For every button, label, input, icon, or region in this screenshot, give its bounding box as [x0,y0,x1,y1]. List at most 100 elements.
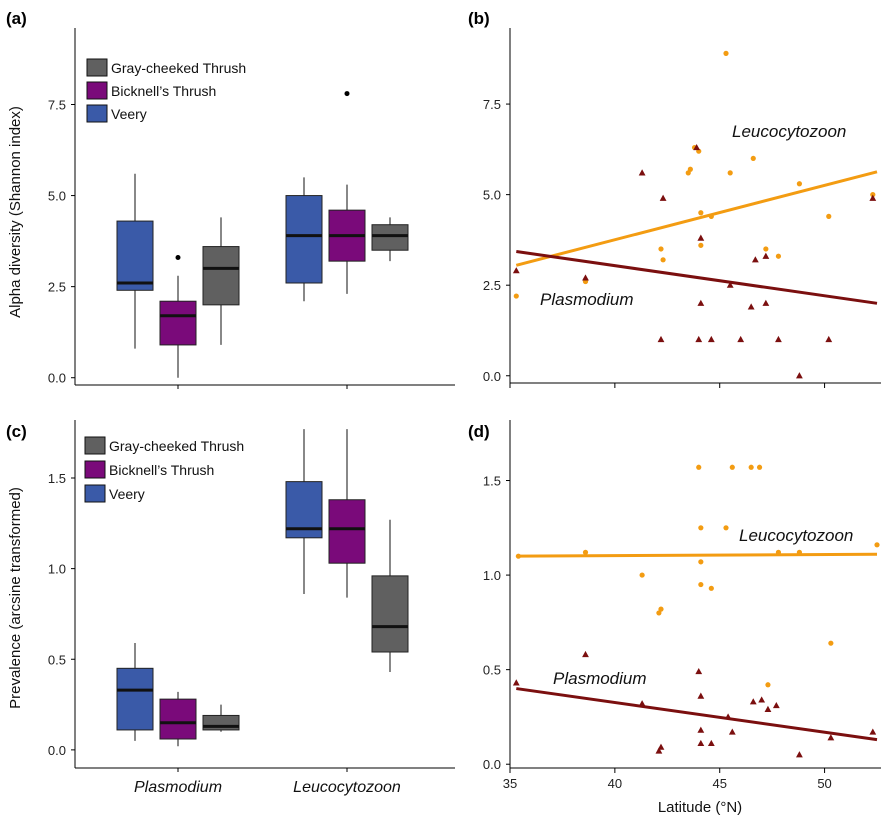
plot-area-a: 0.0 2.5 5.0 7.5 [48,28,455,389]
data-point [657,743,665,750]
y-tick-label: 1.0 [483,568,501,583]
data-point [655,747,663,754]
data-point [698,210,704,216]
data-point [762,252,770,259]
legend-swatch-veery [86,104,108,123]
box [371,224,409,251]
x-tick-label: 35 [503,776,517,791]
data-point [697,739,705,747]
y-tick-label: 2.5 [483,278,501,293]
data-point [870,192,876,198]
data-point [659,194,667,201]
legend-swatch-graycheeked [86,58,108,77]
data-point [660,257,666,263]
legend-swatch-veery [84,484,106,503]
data-point [827,734,835,741]
y-axis-label-a: Alpha diversity (Shannon index) [7,106,24,318]
panel-label-c: (c) [6,422,27,441]
y-tick-label: 2.5 [48,280,66,295]
data-point [764,705,772,712]
box [159,698,197,740]
box [328,499,366,564]
data-point [723,50,729,56]
x-tick-label: 40 [608,776,622,791]
legend-label-veery: Veery [111,106,147,122]
data-point [756,464,763,470]
data-point [696,464,702,470]
outlier-point [175,255,181,260]
box [159,300,197,346]
data-point [723,525,729,531]
data-point [698,525,704,531]
x-axis-label-d: Latitude (°N) [658,799,742,816]
regression-line [516,250,878,305]
data-point [693,143,701,151]
data-point [512,679,520,686]
data-point [796,751,803,758]
data-point [707,739,715,747]
data-point [869,194,877,201]
box [116,220,154,291]
panel-label-a: (a) [6,9,27,28]
data-point [737,335,745,343]
x-tick-label: 50 [817,776,831,791]
legend-label-bicknell: Bicknell’s Thrush [111,83,216,99]
legend-label-graycheeked: Gray-cheeked Thrush [111,60,246,76]
data-point [695,335,703,343]
data-point [687,166,693,172]
data-point [656,610,662,616]
y-tick-label: 1.5 [48,471,66,486]
category-label-plasmodium: Plasmodium [134,779,222,796]
annotation-leucocytozoon: Leucocytozoon [739,526,853,545]
data-point [828,640,834,646]
legend-swatch-graycheeked [84,436,106,455]
data-point [698,559,704,565]
y-tick-label: 1.0 [48,562,66,577]
data-point [697,692,705,699]
data-point [775,335,782,343]
data-point [765,682,771,688]
data-point [758,696,766,703]
data-point [762,299,770,306]
y-tick-label: 0.0 [48,371,66,386]
data-point [513,293,519,299]
y-axis-label-c: Prevalence (arcsine transformed) [7,487,24,709]
x-tick-label: 45 [712,776,726,791]
plot-area-c: 0.0 0.5 1.0 1.5 [48,420,455,772]
y-tick-label: 5.0 [48,189,66,204]
data-point [726,281,734,288]
data-point [658,606,664,612]
y-tick-label: 7.5 [483,97,501,112]
y-tick-label: 0.0 [483,757,501,772]
legend-label-veery: Veery [109,486,145,502]
data-point [763,246,769,252]
data-point [697,234,705,241]
panel-d: (d) 0.0 0.5 1.0 1.5 35 40 45 50 Leucocytozoon Pla… [468,420,881,816]
data-point [772,701,780,709]
legend-swatch-bicknell [86,81,108,100]
y-tick-label: 0.0 [483,369,501,384]
regression-line [516,687,878,742]
data-point [775,253,782,259]
panel-a: (a) Alpha diversity (Shannon index) 0.0 2… [6,9,455,389]
box [285,195,323,284]
legend-swatch-bicknell [84,460,106,479]
data-point [796,181,803,187]
data-point [750,155,756,162]
data-point [707,335,715,343]
data-point [658,246,664,252]
annotation-plasmodium: Plasmodium [540,290,634,309]
data-point [749,698,757,705]
annotation-leucocytozoon: Leucocytozoon [732,122,846,141]
y-tick-label: 0.0 [48,743,66,758]
legend-a: Gray-cheeked Thrush Bicknell’s Thrush Ve… [86,58,246,123]
data-point [751,256,759,263]
data-point [698,242,704,248]
y-tick-label: 1.5 [483,474,501,489]
data-point [695,667,703,675]
data-point [747,303,755,310]
data-point [826,213,832,219]
data-point [698,581,704,588]
plot-area-d: 0.0 0.5 1.0 1.5 35 40 45 50 Leucocytozoon Plasmod… [483,420,881,791]
y-tick-label: 5.0 [483,188,501,203]
